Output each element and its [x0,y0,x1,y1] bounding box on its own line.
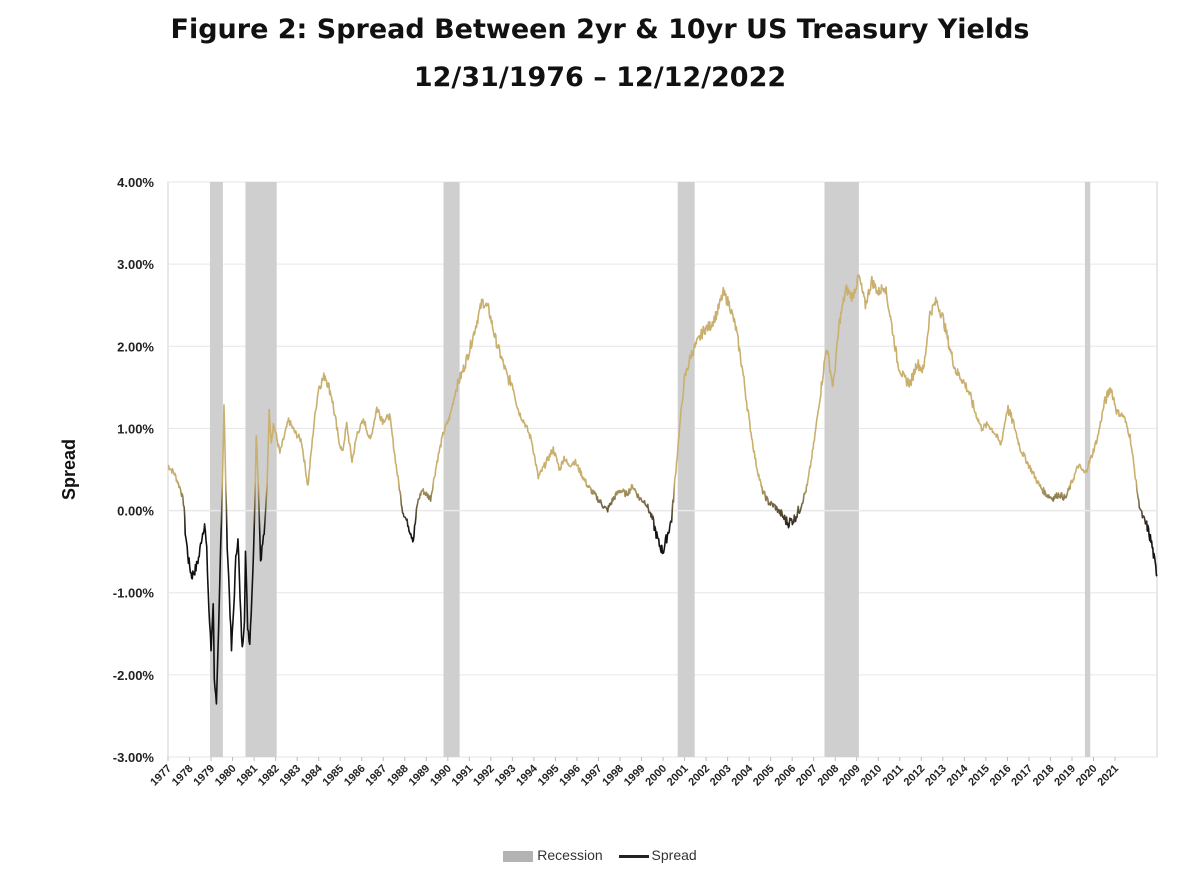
legend-recession-swatch [503,851,534,863]
y-tick-label: 1.00% [117,421,154,436]
x-tick-label: 1994 [514,762,540,788]
x-tick-label: 2015 [966,763,992,789]
x-tick-label: 1979 [191,763,217,789]
x-tick-label: 1987 [364,763,390,789]
x-tick-label: 2014 [945,762,971,788]
x-tick-label: 2013 [923,763,949,789]
recession-band [245,182,277,757]
x-tick-label: 2006 [773,763,799,789]
recession-band [443,182,460,757]
x-tick-label: 1992 [471,763,497,789]
x-tick-label: 1998 [600,763,626,789]
x-tick-label: 2011 [881,763,906,788]
x-tick-label: 2010 [859,763,885,789]
x-tick-label: 1983 [277,763,303,789]
plot-area [167,181,1158,758]
legend-recession-label: Recession [537,847,603,864]
x-tick-label: 2021 [1095,763,1121,789]
chart-subtitle: 12/31/1976 – 12/12/2022 [413,62,787,93]
x-tick-label: 1989 [407,763,433,789]
x-tick-label: 1980 [213,763,239,789]
x-tick-label: 2001 [665,763,691,789]
x-tick-label: 2018 [1031,763,1057,789]
x-tick-label: 2019 [1052,763,1078,789]
x-tick-label: 1977 [148,763,174,789]
recession-band [824,182,859,757]
x-tick-label: 2012 [902,763,928,789]
legend-item-recession: Recession [503,847,603,864]
x-tick-label: 2003 [708,763,734,789]
legend-spread-label: Spread [651,847,697,864]
y-tick-label: -1.00% [113,586,155,601]
y-tick-label: 4.00% [117,175,154,190]
x-tick-label: 2000 [643,763,669,789]
recession-band [677,182,695,757]
x-tick-label: 2020 [1074,763,1100,789]
x-tick-label: 1990 [428,763,454,789]
legend-spread-swatch [618,855,649,859]
x-tick-label: 1984 [299,762,325,788]
legend-item-spread: Spread [618,847,697,864]
recession-band [209,182,223,757]
chart-title: Figure 2: Spread Between 2yr & 10yr US T… [170,14,1030,45]
x-tick-label: 1995 [536,763,562,789]
y-tick-label: -3.00% [113,750,155,765]
x-tick-label: 1991 [450,763,476,789]
y-tick-label: 2.00% [117,339,154,354]
x-tick-label: 2007 [794,763,820,789]
y-tick-label: 0.00% [117,504,154,519]
x-tick-label: 1996 [557,763,583,789]
x-tick-label: 2005 [751,763,777,789]
chart-legend: Recession Spread [0,846,1200,863]
x-tick-label: 1985 [321,763,347,789]
x-tick-label: 1999 [622,763,648,789]
x-tick-label: 2002 [686,763,712,789]
x-tick-label: 2009 [837,763,863,789]
x-tick-label: 1982 [256,763,282,789]
x-tick-label: 1988 [385,763,411,789]
x-tick-label: 1997 [579,763,605,789]
y-tick-label: 3.00% [117,257,154,272]
x-tick-label: 2008 [816,763,842,789]
x-tick-label: 2004 [729,762,755,788]
x-tick-label: 1986 [342,763,368,789]
x-tick-label: 1978 [170,763,196,789]
x-tick-label: 2017 [1009,763,1035,789]
spread-line [167,274,1158,705]
y-axis-label: Spread [59,439,79,500]
x-tick-label: 1981 [234,763,260,789]
x-tick-label: 2016 [988,763,1014,789]
y-tick-label: -2.00% [113,668,155,683]
x-tick-label: 1993 [493,763,519,789]
